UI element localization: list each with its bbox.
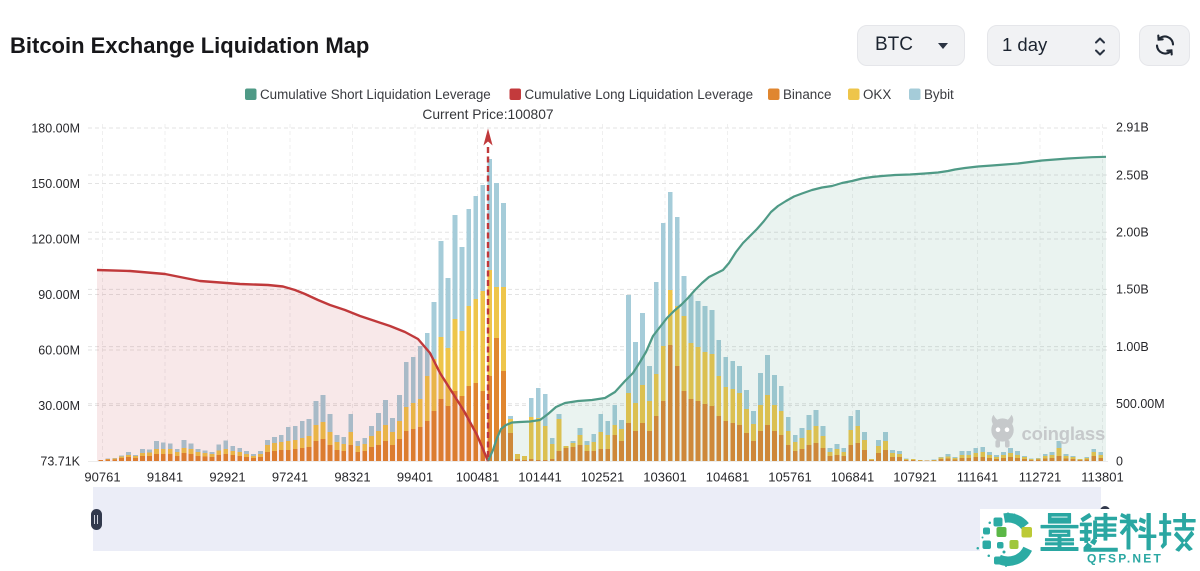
svg-text:90761: 90761 bbox=[84, 470, 120, 485]
svg-text:99401: 99401 bbox=[397, 470, 433, 485]
svg-text:60.00M: 60.00M bbox=[38, 343, 80, 357]
svg-text:150.00M: 150.00M bbox=[31, 177, 80, 191]
svg-text:113801: 113801 bbox=[1081, 470, 1123, 485]
svg-text:101441: 101441 bbox=[518, 470, 561, 485]
svg-text:Binance: Binance bbox=[783, 87, 831, 102]
svg-text:0: 0 bbox=[1116, 454, 1123, 468]
svg-text:500.00M: 500.00M bbox=[1116, 397, 1165, 411]
svg-text:105761: 105761 bbox=[768, 470, 811, 485]
svg-text:coinglass: coinglass bbox=[1022, 423, 1106, 444]
svg-text:QFSP.NET: QFSP.NET bbox=[1087, 552, 1163, 566]
svg-text:112721: 112721 bbox=[1019, 470, 1061, 485]
svg-text:2.00B: 2.00B bbox=[1116, 226, 1149, 240]
svg-text:30.00M: 30.00M bbox=[38, 399, 80, 413]
svg-text:104681: 104681 bbox=[706, 470, 749, 485]
svg-text:111641: 111641 bbox=[957, 470, 998, 485]
svg-text:Cumulative Long Liquidation Le: Cumulative Long Liquidation Leverage bbox=[525, 87, 754, 102]
svg-text:73.71K: 73.71K bbox=[40, 454, 80, 468]
svg-text:98321: 98321 bbox=[334, 470, 370, 485]
svg-text:2.91B: 2.91B bbox=[1116, 120, 1149, 134]
svg-text:1.50B: 1.50B bbox=[1116, 283, 1149, 297]
svg-text:120.00M: 120.00M bbox=[31, 232, 80, 246]
svg-text:97241: 97241 bbox=[272, 470, 308, 485]
svg-text:90.00M: 90.00M bbox=[38, 288, 80, 302]
svg-text:107921: 107921 bbox=[893, 470, 936, 485]
svg-text:91841: 91841 bbox=[147, 470, 183, 485]
svg-text:103601: 103601 bbox=[643, 470, 686, 485]
svg-text:Current Price:100807: Current Price:100807 bbox=[422, 107, 553, 122]
svg-text:106841: 106841 bbox=[831, 470, 874, 485]
svg-text:102521: 102521 bbox=[581, 470, 624, 485]
svg-text:Bybit: Bybit bbox=[924, 87, 954, 102]
svg-text:2.50B: 2.50B bbox=[1116, 168, 1149, 182]
svg-text:1.00B: 1.00B bbox=[1116, 340, 1149, 354]
svg-text:92921: 92921 bbox=[209, 470, 245, 485]
svg-text:OKX: OKX bbox=[863, 87, 891, 102]
svg-text:180.00M: 180.00M bbox=[31, 121, 80, 135]
svg-text:100481: 100481 bbox=[456, 470, 499, 485]
svg-text:Cumulative Short Liquidation L: Cumulative Short Liquidation Leverage bbox=[260, 87, 491, 102]
